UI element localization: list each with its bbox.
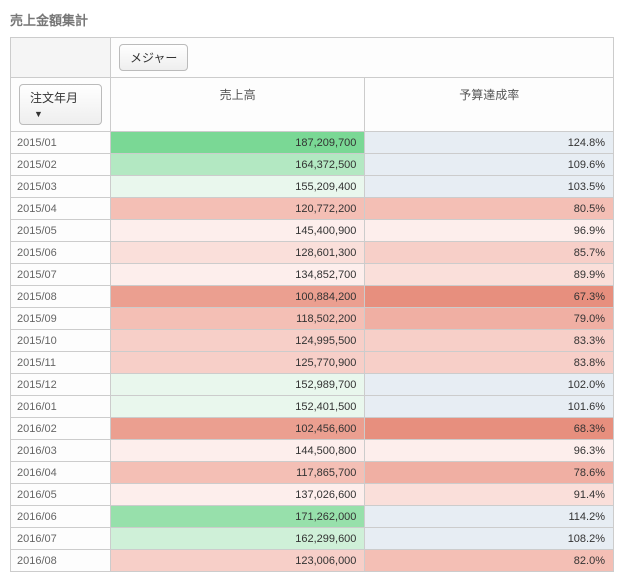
table-row: 2016/02102,456,60068.3%	[11, 418, 613, 440]
table-row: 2015/01187,209,700124.8%	[11, 132, 613, 154]
row-dim-label: 注文年月	[30, 91, 78, 105]
cell-sales: 123,006,000	[111, 550, 366, 571]
cell-sales: 162,299,600	[111, 528, 366, 549]
table-row: 2016/03144,500,80096.3%	[11, 440, 613, 462]
cell-sales: 100,884,200	[111, 286, 366, 307]
table-row: 2015/03155,209,400103.5%	[11, 176, 613, 198]
table-row: 2015/07134,852,70089.9%	[11, 264, 613, 286]
cell-rate: 124.8%	[365, 132, 613, 153]
row-header[interactable]: 2015/06	[11, 242, 111, 263]
table-row: 2015/05145,400,90096.9%	[11, 220, 613, 242]
cell-sales: 171,262,000	[111, 506, 366, 527]
col-header-sales[interactable]: 売上高	[111, 78, 366, 131]
row-header[interactable]: 2015/08	[11, 286, 111, 307]
cell-rate: 83.8%	[365, 352, 613, 373]
row-header[interactable]: 2016/01	[11, 396, 111, 417]
cell-rate: 96.9%	[365, 220, 613, 241]
table-row: 2016/06171,262,000114.2%	[11, 506, 613, 528]
chevron-down-icon: ▼	[34, 109, 43, 119]
cell-sales: 164,372,500	[111, 154, 366, 175]
table-row: 2015/12152,989,700102.0%	[11, 374, 613, 396]
row-header[interactable]: 2015/12	[11, 374, 111, 395]
cell-sales: 128,601,300	[111, 242, 366, 263]
cell-rate: 82.0%	[365, 550, 613, 571]
cell-sales: 134,852,700	[111, 264, 366, 285]
pivot-table: メジャー 注文年月 ▼ 売上高 予算達成率 2015/01187,209,700…	[10, 37, 614, 572]
row-header[interactable]: 2015/05	[11, 220, 111, 241]
table-row: 2016/01152,401,500101.6%	[11, 396, 613, 418]
row-header[interactable]: 2016/02	[11, 418, 111, 439]
cell-sales: 155,209,400	[111, 176, 366, 197]
cell-sales: 120,772,200	[111, 198, 366, 219]
cell-rate: 83.3%	[365, 330, 613, 351]
column-header-row: 注文年月 ▼ 売上高 予算達成率	[11, 78, 613, 132]
cell-sales: 187,209,700	[111, 132, 366, 153]
cell-sales: 124,995,500	[111, 330, 366, 351]
cell-rate: 78.6%	[365, 462, 613, 483]
table-row: 2015/09118,502,20079.0%	[11, 308, 613, 330]
table-row: 2016/07162,299,600108.2%	[11, 528, 613, 550]
table-row: 2015/10124,995,50083.3%	[11, 330, 613, 352]
table-row: 2015/04120,772,20080.5%	[11, 198, 613, 220]
row-header[interactable]: 2015/03	[11, 176, 111, 197]
page-title: 売上金額集計	[10, 10, 615, 29]
cell-sales: 117,865,700	[111, 462, 366, 483]
table-row: 2015/08100,884,20067.3%	[11, 286, 613, 308]
row-header[interactable]: 2016/05	[11, 484, 111, 505]
row-header[interactable]: 2015/04	[11, 198, 111, 219]
cell-rate: 67.3%	[365, 286, 613, 307]
cell-sales: 145,400,900	[111, 220, 366, 241]
cell-sales: 125,770,900	[111, 352, 366, 373]
cell-rate: 101.6%	[365, 396, 613, 417]
measure-button-label: メジャー	[130, 51, 177, 65]
row-header[interactable]: 2015/07	[11, 264, 111, 285]
table-row: 2016/05137,026,60091.4%	[11, 484, 613, 506]
row-header[interactable]: 2016/07	[11, 528, 111, 549]
row-header[interactable]: 2015/11	[11, 352, 111, 373]
row-header[interactable]: 2016/08	[11, 550, 111, 571]
row-dim-button[interactable]: 注文年月 ▼	[19, 84, 102, 125]
table-row: 2015/02164,372,500109.6%	[11, 154, 613, 176]
table-row: 2016/08123,006,00082.0%	[11, 550, 613, 572]
cell-sales: 152,401,500	[111, 396, 366, 417]
cell-sales: 137,026,600	[111, 484, 366, 505]
cell-sales: 102,456,600	[111, 418, 366, 439]
row-header[interactable]: 2015/01	[11, 132, 111, 153]
cell-rate: 80.5%	[365, 198, 613, 219]
measure-button[interactable]: メジャー	[119, 44, 188, 71]
table-row: 2015/06128,601,30085.7%	[11, 242, 613, 264]
cell-rate: 109.6%	[365, 154, 613, 175]
cell-rate: 85.7%	[365, 242, 613, 263]
row-header[interactable]: 2016/06	[11, 506, 111, 527]
cell-rate: 89.9%	[365, 264, 613, 285]
table-row: 2016/04117,865,70078.6%	[11, 462, 613, 484]
row-header[interactable]: 2015/02	[11, 154, 111, 175]
cell-rate: 108.2%	[365, 528, 613, 549]
cell-rate: 79.0%	[365, 308, 613, 329]
cell-rate: 102.0%	[365, 374, 613, 395]
cell-rate: 96.3%	[365, 440, 613, 461]
col-header-rate[interactable]: 予算達成率	[365, 78, 613, 131]
cell-rate: 103.5%	[365, 176, 613, 197]
cell-sales: 152,989,700	[111, 374, 366, 395]
table-row: 2015/11125,770,90083.8%	[11, 352, 613, 374]
cell-rate: 91.4%	[365, 484, 613, 505]
row-header[interactable]: 2016/04	[11, 462, 111, 483]
cell-rate: 114.2%	[365, 506, 613, 527]
cell-rate: 68.3%	[365, 418, 613, 439]
cell-sales: 144,500,800	[111, 440, 366, 461]
row-header[interactable]: 2015/10	[11, 330, 111, 351]
cell-sales: 118,502,200	[111, 308, 366, 329]
row-header[interactable]: 2015/09	[11, 308, 111, 329]
row-header[interactable]: 2016/03	[11, 440, 111, 461]
corner-cell	[11, 38, 111, 77]
